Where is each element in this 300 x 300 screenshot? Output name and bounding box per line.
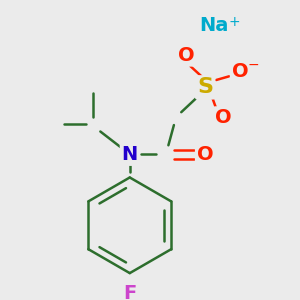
Text: O: O bbox=[178, 46, 195, 65]
Text: O: O bbox=[215, 108, 232, 127]
Text: +: + bbox=[229, 15, 240, 29]
Text: F: F bbox=[123, 284, 136, 300]
Text: S: S bbox=[197, 77, 213, 98]
Text: O: O bbox=[232, 62, 248, 81]
Text: Na: Na bbox=[200, 16, 229, 35]
Text: O: O bbox=[197, 145, 214, 164]
Text: −: − bbox=[247, 58, 259, 72]
Text: N: N bbox=[122, 145, 138, 164]
